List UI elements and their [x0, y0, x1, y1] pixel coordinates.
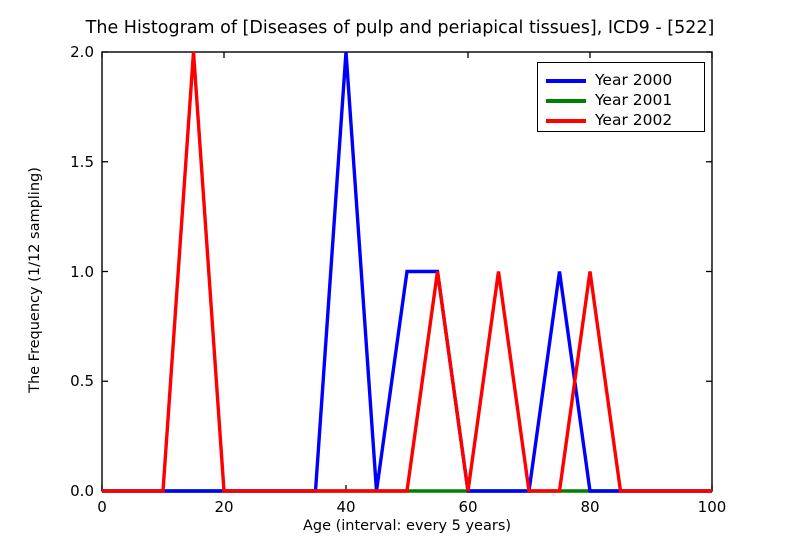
legend-item[interactable]: Year 2001 — [546, 90, 672, 112]
legend-color-swatch — [546, 119, 586, 123]
data-lines — [102, 51, 712, 493]
x-tick-label: 0 — [97, 498, 107, 516]
chart-title: The Histogram of [Diseases of pulp and p… — [85, 18, 715, 38]
y-tick-label: 0.0 — [70, 482, 94, 500]
series-line-year-2000 — [102, 51, 712, 493]
x-tick-label: 60 — [458, 498, 478, 516]
x-tick-label: 100 — [697, 498, 727, 516]
legend-item[interactable]: Year 2000 — [546, 70, 672, 92]
y-tick-label: 1.0 — [70, 262, 94, 281]
y-axis-label: The Frequency (1/12 sampling) — [27, 167, 43, 393]
x-tick-label: 40 — [336, 498, 356, 516]
y-tick-label: 2.0 — [70, 43, 94, 61]
x-axis-label: Age (interval: every 5 years) — [302, 518, 512, 534]
legend-color-swatch — [546, 79, 586, 83]
legend-label: Year 2002 — [595, 111, 673, 130]
x-tick-label: 80 — [580, 498, 600, 516]
series-line-year-2002 — [102, 51, 712, 493]
legend-label: Year 2001 — [595, 91, 673, 110]
x-tick-label: 20 — [214, 498, 234, 516]
legend-item[interactable]: Year 2002 — [546, 110, 672, 132]
legend: Year 2000 Year 2001 Year 2002 — [537, 62, 705, 132]
y-tick-label: 1.5 — [70, 152, 94, 171]
legend-label: Year 2000 — [595, 71, 673, 90]
legend-color-swatch — [546, 99, 586, 103]
y-tick-label: 0.5 — [70, 372, 94, 391]
